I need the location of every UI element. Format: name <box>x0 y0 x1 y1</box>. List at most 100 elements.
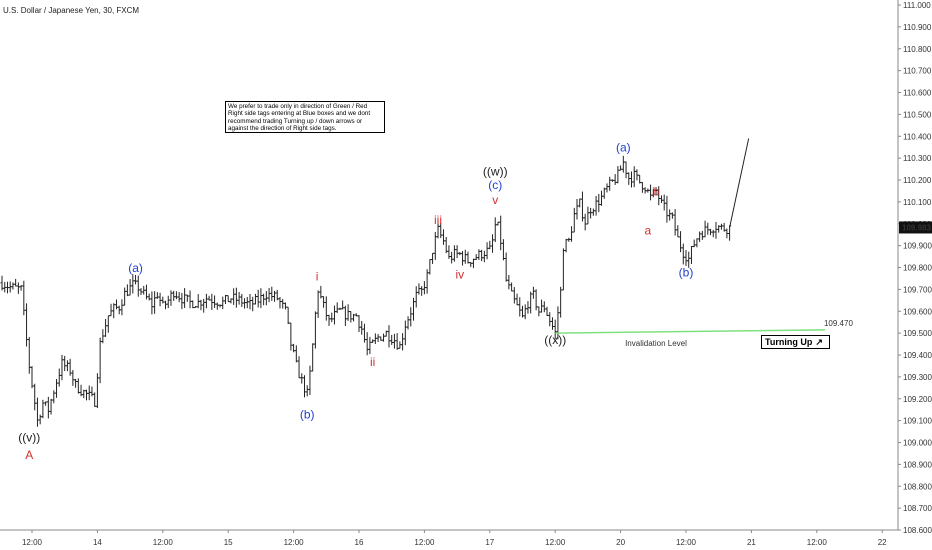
price-bar <box>616 166 620 184</box>
price-bar <box>300 373 304 384</box>
price-bar <box>57 368 61 387</box>
price-bar <box>646 188 650 193</box>
price-bar <box>501 239 506 261</box>
price-bar <box>221 296 225 310</box>
price-bar <box>109 303 113 317</box>
price-bar <box>728 225 732 241</box>
price-bar <box>128 279 132 296</box>
price-bar <box>373 333 377 345</box>
price-bar <box>629 171 634 188</box>
price-bar <box>698 231 702 242</box>
price-bar <box>183 288 187 308</box>
price-bar <box>589 207 593 219</box>
price-bar <box>84 389 89 401</box>
price-bar <box>586 206 590 225</box>
x-tick-label: 12:00 <box>414 538 435 547</box>
price-bar <box>262 293 266 306</box>
price-bar <box>529 291 533 314</box>
price-bar <box>534 289 538 311</box>
price-bar <box>319 285 323 299</box>
price-bar <box>153 291 157 314</box>
price-bar <box>76 378 80 394</box>
price-bar <box>711 229 715 238</box>
price-bar <box>191 300 195 309</box>
x-tick-label: 20 <box>616 538 625 547</box>
price-bar <box>90 386 94 397</box>
wave-label: ((x)) <box>544 333 566 347</box>
price-bar <box>485 242 489 260</box>
price-bar <box>381 333 386 342</box>
price-bar <box>455 245 459 259</box>
y-tick-label: 110.100 <box>903 198 932 207</box>
price-bar <box>518 297 522 317</box>
price-bar <box>591 208 595 216</box>
price-bar <box>324 296 328 321</box>
wave-label: (b) <box>679 265 694 279</box>
price-bar <box>237 291 241 305</box>
price-bar <box>624 161 628 179</box>
price-bar <box>659 195 664 203</box>
price-bar <box>95 373 99 409</box>
price-bar <box>469 262 473 267</box>
y-tick-label: 110.500 <box>903 110 932 119</box>
y-tick-label: 110.900 <box>903 23 932 32</box>
price-bar <box>281 298 285 309</box>
price-bar <box>112 303 116 319</box>
price-bar <box>635 169 639 181</box>
price-bar <box>627 172 631 185</box>
price-bar <box>444 237 448 254</box>
wave-label: (c) <box>488 178 502 192</box>
price-bar <box>229 298 233 304</box>
wave-label: a <box>645 224 652 238</box>
price-bar <box>49 398 53 415</box>
price-bar <box>144 284 149 300</box>
price-bar <box>477 249 481 260</box>
price-bar <box>226 295 230 303</box>
price-bar <box>38 414 42 425</box>
price-bar <box>245 296 249 309</box>
y-tick-label: 109.100 <box>903 417 932 426</box>
price-bar <box>676 225 680 238</box>
price-bar <box>379 336 383 341</box>
price-bar <box>3 281 7 293</box>
price-bar <box>204 293 208 309</box>
turning-up-label: Turning Up <box>765 337 813 347</box>
price-bar <box>480 249 484 262</box>
price-bars <box>0 155 732 427</box>
price-bar <box>8 281 12 293</box>
price-bar <box>74 378 78 388</box>
price-bar <box>488 240 492 250</box>
price-bar <box>54 379 59 398</box>
price-bar <box>460 251 465 266</box>
price-bar <box>351 313 356 322</box>
price-bar <box>583 213 587 231</box>
price-bar <box>539 299 544 313</box>
price-bar <box>681 243 685 265</box>
price-bar <box>507 275 511 290</box>
price-bar <box>354 313 358 317</box>
price-bar <box>550 317 555 330</box>
price-bar <box>166 295 170 309</box>
price-bar <box>169 290 173 306</box>
price-bar <box>101 329 105 344</box>
invalidation-label: Invalidation Level <box>625 339 687 348</box>
price-bar <box>490 234 495 253</box>
price-bar <box>22 280 26 316</box>
price-bar <box>125 284 129 297</box>
price-bar <box>114 299 119 310</box>
x-tick-label: 15 <box>224 538 233 547</box>
price-bar <box>406 316 410 330</box>
price-bar <box>139 288 143 296</box>
wave-label: (a) <box>616 141 631 155</box>
x-tick-label: 14 <box>93 538 102 547</box>
x-tick-label: 12:00 <box>545 538 566 547</box>
price-bar <box>63 355 67 372</box>
price-bar <box>384 330 388 337</box>
price-bar <box>499 215 503 251</box>
price-bar <box>212 295 217 309</box>
price-bar <box>251 296 255 312</box>
price-bar <box>510 282 514 292</box>
price-bar <box>308 365 312 396</box>
price-bar <box>717 225 721 233</box>
price-bar <box>5 281 10 294</box>
